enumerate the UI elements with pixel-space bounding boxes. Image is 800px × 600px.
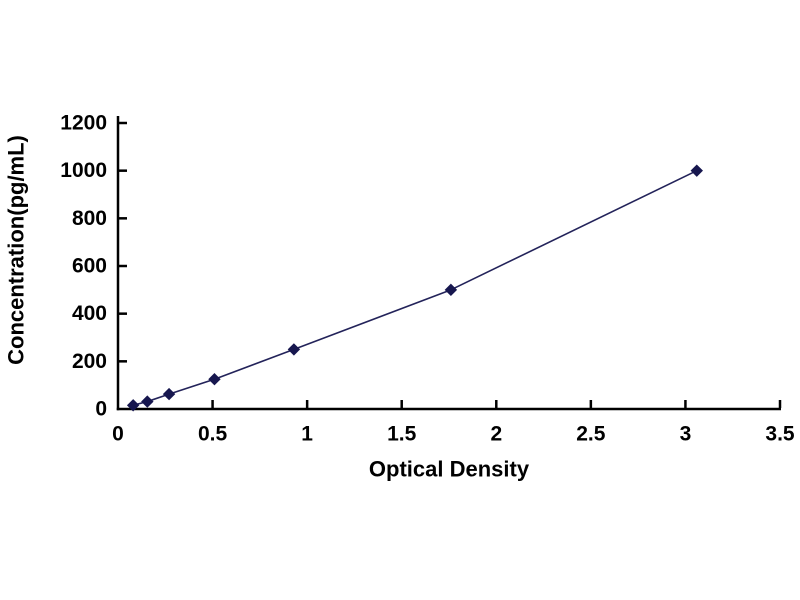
y-axis-title: Concentration(pg/mL) [4, 135, 29, 365]
data-point-marker [141, 395, 154, 408]
y-tick-label: 800 [72, 207, 107, 230]
x-tick-label: 1.5 [387, 423, 417, 446]
x-tick-label: 1 [301, 423, 313, 446]
data-point-marker [126, 399, 140, 412]
data-point-marker [444, 283, 458, 297]
y-tick-label: 200 [72, 350, 107, 373]
y-tick-label: 600 [72, 255, 107, 278]
x-tick-label: 2 [490, 423, 502, 446]
plot-area: 0 0.5 1 1.5 2 2.5 3 3.5 0 200 400 600 800 1000 1200 [60, 112, 795, 446]
data-point-marker [690, 164, 703, 177]
y-tick-label: 400 [72, 302, 107, 325]
y-tick-label: 1200 [60, 112, 107, 135]
x-tick-label: 3 [680, 423, 692, 446]
x-tick-label: 0 [112, 423, 124, 446]
series-line [132, 169, 698, 407]
x-axis-title: Optical Density [369, 457, 530, 482]
data-point-marker [162, 387, 176, 401]
x-tick-label: 2.5 [576, 423, 606, 446]
x-tick-label: 3.5 [765, 423, 795, 446]
data-point-marker [208, 373, 221, 386]
x-tick-label: 0.5 [198, 423, 228, 446]
data-point-marker [287, 343, 301, 356]
y-tick-label: 1000 [60, 159, 107, 182]
y-tick-label: 0 [95, 398, 107, 421]
